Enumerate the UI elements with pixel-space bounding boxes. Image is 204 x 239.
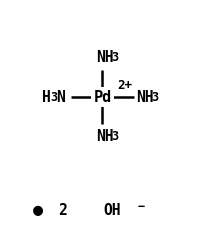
Text: NH: NH [96, 50, 113, 65]
Text: OH: OH [103, 203, 121, 218]
Text: ●: ● [33, 201, 43, 219]
Text: NH: NH [96, 129, 113, 144]
Text: −: − [137, 200, 144, 213]
Text: Pd: Pd [93, 90, 111, 104]
Text: 2: 2 [57, 203, 66, 218]
Text: 3: 3 [50, 91, 57, 103]
Text: NH: NH [136, 90, 153, 104]
Text: 3: 3 [110, 130, 118, 143]
Text: 2+: 2+ [117, 79, 132, 92]
Text: 3: 3 [150, 91, 157, 103]
Text: H: H [42, 90, 50, 104]
Text: N: N [56, 90, 65, 104]
Text: 3: 3 [110, 51, 118, 64]
